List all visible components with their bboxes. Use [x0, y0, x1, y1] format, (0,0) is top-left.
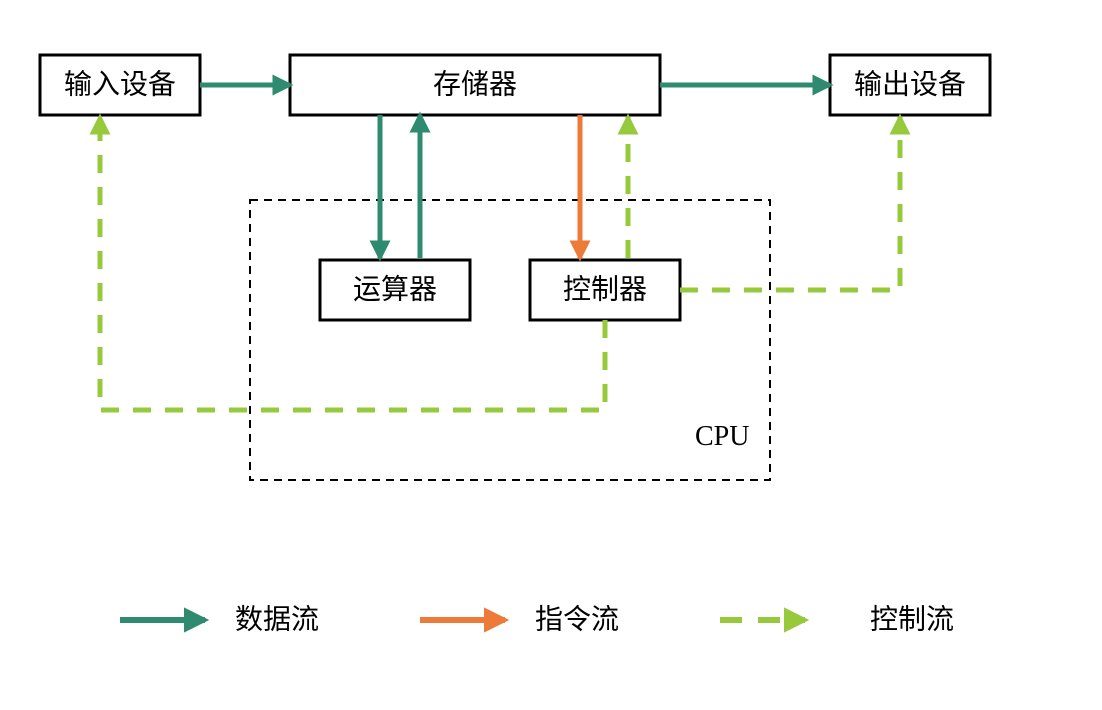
- node-output-label: 输出设备: [854, 68, 966, 100]
- cpu-label: CPU: [695, 421, 749, 452]
- node-input-label: 输入设备: [64, 68, 176, 100]
- legend-label-control: 控制流: [870, 603, 954, 635]
- legend-label-data: 数据流: [235, 603, 319, 635]
- node-alu-label: 运算器: [353, 273, 437, 305]
- node-memory-label: 存储器: [433, 68, 517, 100]
- node-controller-label: 控制器: [563, 273, 647, 305]
- legend-label-instruction: 指令流: [535, 603, 619, 635]
